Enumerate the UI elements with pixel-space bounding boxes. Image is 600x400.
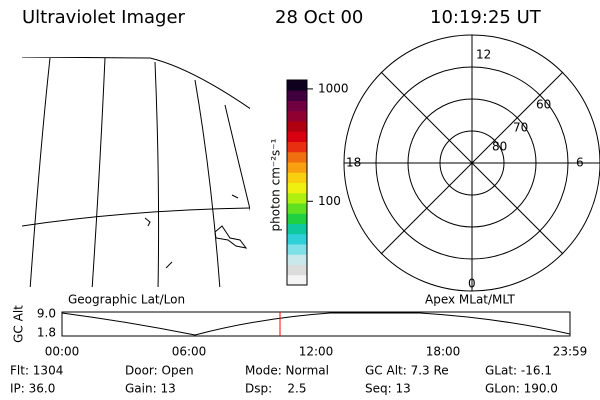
- map-line: [194, 79, 221, 287]
- hour-label: 6: [576, 156, 584, 170]
- footer-item: GLon: 190.0: [485, 382, 558, 396]
- ring-label: 80: [492, 140, 507, 154]
- color-band: [287, 172, 307, 183]
- map-line: [22, 207, 250, 227]
- y-tick-label: 1.8: [37, 326, 56, 340]
- x-tick-label: 23:59: [553, 345, 588, 359]
- color-band: [287, 100, 307, 112]
- x-tick-label: 06:00: [172, 345, 207, 359]
- color-band: [287, 192, 307, 204]
- color-band: [287, 110, 307, 122]
- plot-frame: [61, 311, 571, 337]
- footer-item: Seq: 13: [365, 382, 411, 396]
- footer-item: Gain: 13: [125, 382, 176, 396]
- map-label: Geographic Lat/Lon: [68, 293, 185, 307]
- island: [165, 261, 173, 269]
- ring-label: 70: [513, 121, 528, 135]
- map: [22, 57, 250, 287]
- color-band: [287, 90, 307, 101]
- polar-plot: [343, 34, 600, 292]
- polar-label: Apex MLat/MLT: [425, 293, 515, 307]
- date: 28 Oct 00: [275, 7, 363, 28]
- map-line: [91, 57, 106, 287]
- map-line: [29, 57, 51, 287]
- color-band: [287, 274, 307, 286]
- x-tick-label: 18:00: [426, 345, 461, 359]
- ring-label: 60: [536, 98, 551, 112]
- color-band: [287, 162, 307, 173]
- tick-label: 100: [318, 194, 341, 208]
- footer-item: IP: 36.0: [10, 382, 55, 396]
- footer-item: Dsp: 2.5: [245, 382, 307, 396]
- hour-label: 0: [468, 277, 476, 291]
- hour-label: 18: [346, 156, 361, 170]
- map-line: [154, 61, 160, 287]
- footer-item: Door: Open: [125, 364, 194, 378]
- island: [231, 194, 239, 199]
- map-line: [224, 104, 250, 212]
- footer-item: Flt: 1304: [10, 364, 63, 378]
- color-band: [287, 254, 307, 265]
- color-band: [287, 121, 307, 132]
- footer-item: Mode: Normal: [245, 364, 329, 378]
- color-band: [287, 131, 307, 142]
- tick-label: 1000: [318, 81, 349, 95]
- colorbar-label: photon cm⁻²s⁻¹: [269, 138, 283, 231]
- color-band: [287, 233, 307, 245]
- color-band: [287, 244, 307, 255]
- color-band: [287, 141, 307, 153]
- island: [214, 225, 248, 249]
- x-tick-label: 00:00: [45, 345, 80, 359]
- axis: [380, 71, 564, 255]
- map-line: [22, 57, 250, 110]
- altitude-curve: [61, 312, 571, 336]
- footer-item: GC Alt: 7.3 Re: [365, 364, 449, 378]
- x-tick-label: 12:00: [299, 345, 334, 359]
- color-band: [287, 264, 307, 276]
- axis-label: GC Alt: [12, 305, 26, 343]
- color-band: [287, 213, 307, 224]
- footer-item: GLat: -16.1: [485, 364, 552, 378]
- colorbar: [286, 79, 308, 286]
- time: 10:19:25 UT: [430, 7, 542, 28]
- hour-label: 12: [476, 48, 491, 62]
- colorbar-frame: [286, 79, 308, 286]
- color-band: [287, 203, 307, 214]
- color-band: [287, 151, 307, 163]
- title: Ultraviolet Imager: [22, 7, 186, 28]
- altitude-plot: [61, 311, 571, 337]
- color-band: [287, 182, 307, 194]
- color-band: [287, 223, 307, 235]
- color-band: [287, 80, 307, 91]
- island: [144, 217, 151, 227]
- y-tick-label: 9.0: [37, 307, 56, 321]
